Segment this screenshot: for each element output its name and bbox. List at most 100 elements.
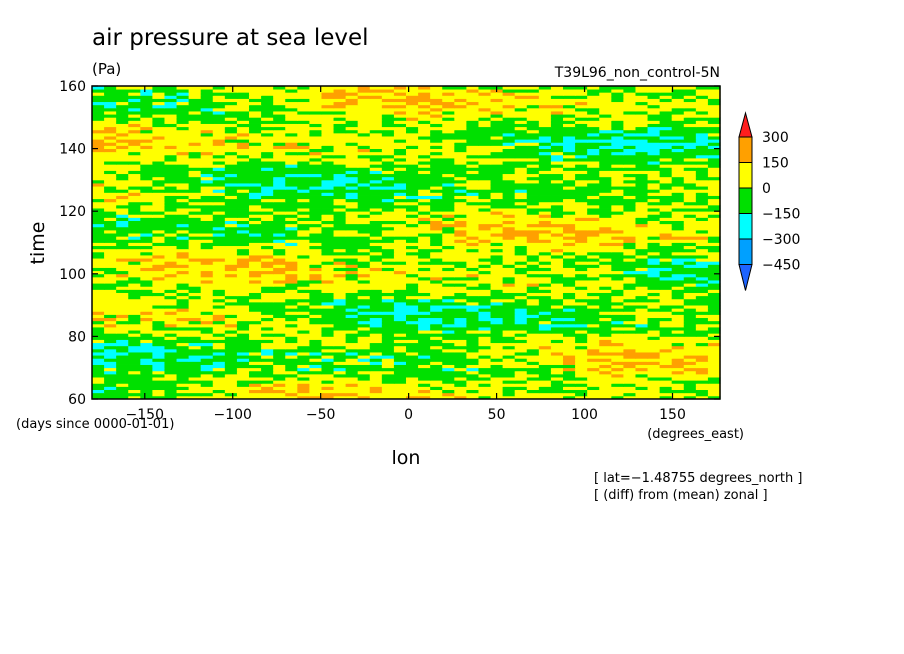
heatmap-cell — [92, 95, 105, 99]
heatmap-cell — [466, 217, 480, 221]
heatmap-cell — [321, 107, 335, 112]
heatmap-cell — [526, 308, 540, 312]
heatmap-cell — [393, 292, 407, 297]
heatmap-cell — [309, 148, 323, 153]
heatmap-cell — [357, 136, 371, 140]
heatmap-cell — [587, 173, 600, 178]
heatmap-cell — [297, 355, 310, 359]
heatmap-cell — [442, 308, 455, 312]
heatmap-cell — [357, 179, 371, 184]
heatmap-cell — [309, 261, 323, 265]
heatmap-cell — [695, 289, 709, 293]
heatmap-cell — [188, 223, 202, 228]
heatmap-cell — [176, 370, 190, 375]
heatmap-cell — [575, 117, 588, 121]
heatmap-cell — [550, 148, 564, 153]
heatmap-cell — [393, 179, 407, 184]
heatmap-cell — [164, 107, 178, 112]
heatmap-cell — [514, 286, 528, 290]
heatmap-cell — [683, 377, 697, 381]
heatmap-cell — [575, 107, 588, 112]
heatmap-cell — [224, 392, 238, 397]
heatmap-cell — [707, 295, 721, 300]
heatmap-cell — [224, 336, 238, 340]
heatmap-cell — [92, 323, 105, 328]
heatmap-cell — [321, 377, 335, 381]
heatmap-cell — [188, 107, 202, 112]
heatmap-cell — [140, 355, 153, 359]
heatmap-cell — [599, 161, 612, 165]
heatmap-cell — [369, 195, 383, 200]
heatmap-cell — [128, 123, 141, 128]
heatmap-cell — [357, 117, 371, 121]
heatmap-cell — [152, 179, 166, 184]
heatmap-cell — [200, 183, 214, 187]
heatmap-cell — [550, 142, 564, 146]
heatmap-cell — [575, 245, 588, 250]
heatmap-cell — [514, 361, 528, 365]
heatmap-cell — [671, 120, 685, 124]
heatmap-cell — [249, 126, 262, 131]
heatmap-cell — [550, 258, 564, 262]
heatmap-cell — [381, 348, 395, 353]
heatmap-cell — [671, 286, 685, 290]
heatmap-cell — [647, 126, 661, 131]
heatmap-cell — [550, 145, 564, 149]
heatmap-cell — [212, 114, 226, 118]
heatmap-cell — [200, 136, 214, 140]
heatmap-cell — [406, 348, 419, 353]
heatmap-cell — [369, 311, 383, 315]
heatmap-cell — [671, 101, 685, 106]
heatmap-cell — [707, 129, 721, 134]
heatmap-cell — [526, 327, 540, 331]
heatmap-cell — [514, 189, 528, 193]
heatmap-cell — [454, 164, 467, 168]
heatmap-cell — [104, 323, 117, 328]
heatmap-cell — [152, 142, 166, 146]
heatmap-cell — [393, 167, 407, 171]
heatmap-cell — [357, 308, 371, 312]
heatmap-cell — [164, 270, 178, 275]
heatmap-cell — [526, 248, 540, 253]
heatmap-cell — [333, 320, 347, 325]
heatmap-cell — [587, 145, 600, 149]
heatmap-cell — [454, 352, 467, 356]
heatmap-cell — [369, 395, 383, 400]
heatmap-cell — [575, 236, 588, 240]
heatmap-cell — [683, 217, 697, 221]
heatmap-cell — [575, 142, 588, 146]
heatmap-cell — [309, 154, 323, 159]
heatmap-cell — [514, 248, 528, 253]
heatmap-cell — [659, 139, 673, 143]
heatmap-cell — [671, 289, 685, 293]
heatmap-cell — [659, 261, 673, 265]
heatmap-cell — [381, 136, 395, 140]
heatmap-cell — [442, 386, 455, 391]
heatmap-cell — [309, 286, 323, 290]
heatmap-cell — [550, 330, 564, 334]
heatmap-cell — [393, 389, 407, 394]
heatmap-cell — [128, 355, 141, 359]
heatmap-cell — [297, 114, 310, 118]
heatmap-cell — [659, 311, 673, 315]
heatmap-cell — [707, 139, 721, 143]
heatmap-cell — [442, 173, 455, 178]
heatmap-cell — [671, 226, 685, 231]
heatmap-cell — [261, 320, 274, 325]
heatmap-cell — [406, 192, 419, 196]
heatmap-cell — [393, 320, 407, 325]
heatmap-cell — [273, 157, 286, 162]
heatmap-cell — [285, 336, 298, 340]
heatmap-cell — [212, 298, 226, 303]
heatmap-cell — [695, 286, 709, 290]
heatmap-cell — [635, 107, 649, 112]
heatmap-cell — [357, 377, 371, 381]
heatmap-cell — [321, 361, 335, 365]
heatmap-cell — [92, 176, 105, 181]
heatmap-cell — [200, 229, 214, 234]
heatmap-cell — [526, 242, 540, 247]
heatmap-cell — [635, 327, 649, 331]
heatmap-cell — [236, 286, 250, 290]
heatmap-cell — [647, 308, 661, 312]
heatmap-cell — [538, 339, 552, 344]
